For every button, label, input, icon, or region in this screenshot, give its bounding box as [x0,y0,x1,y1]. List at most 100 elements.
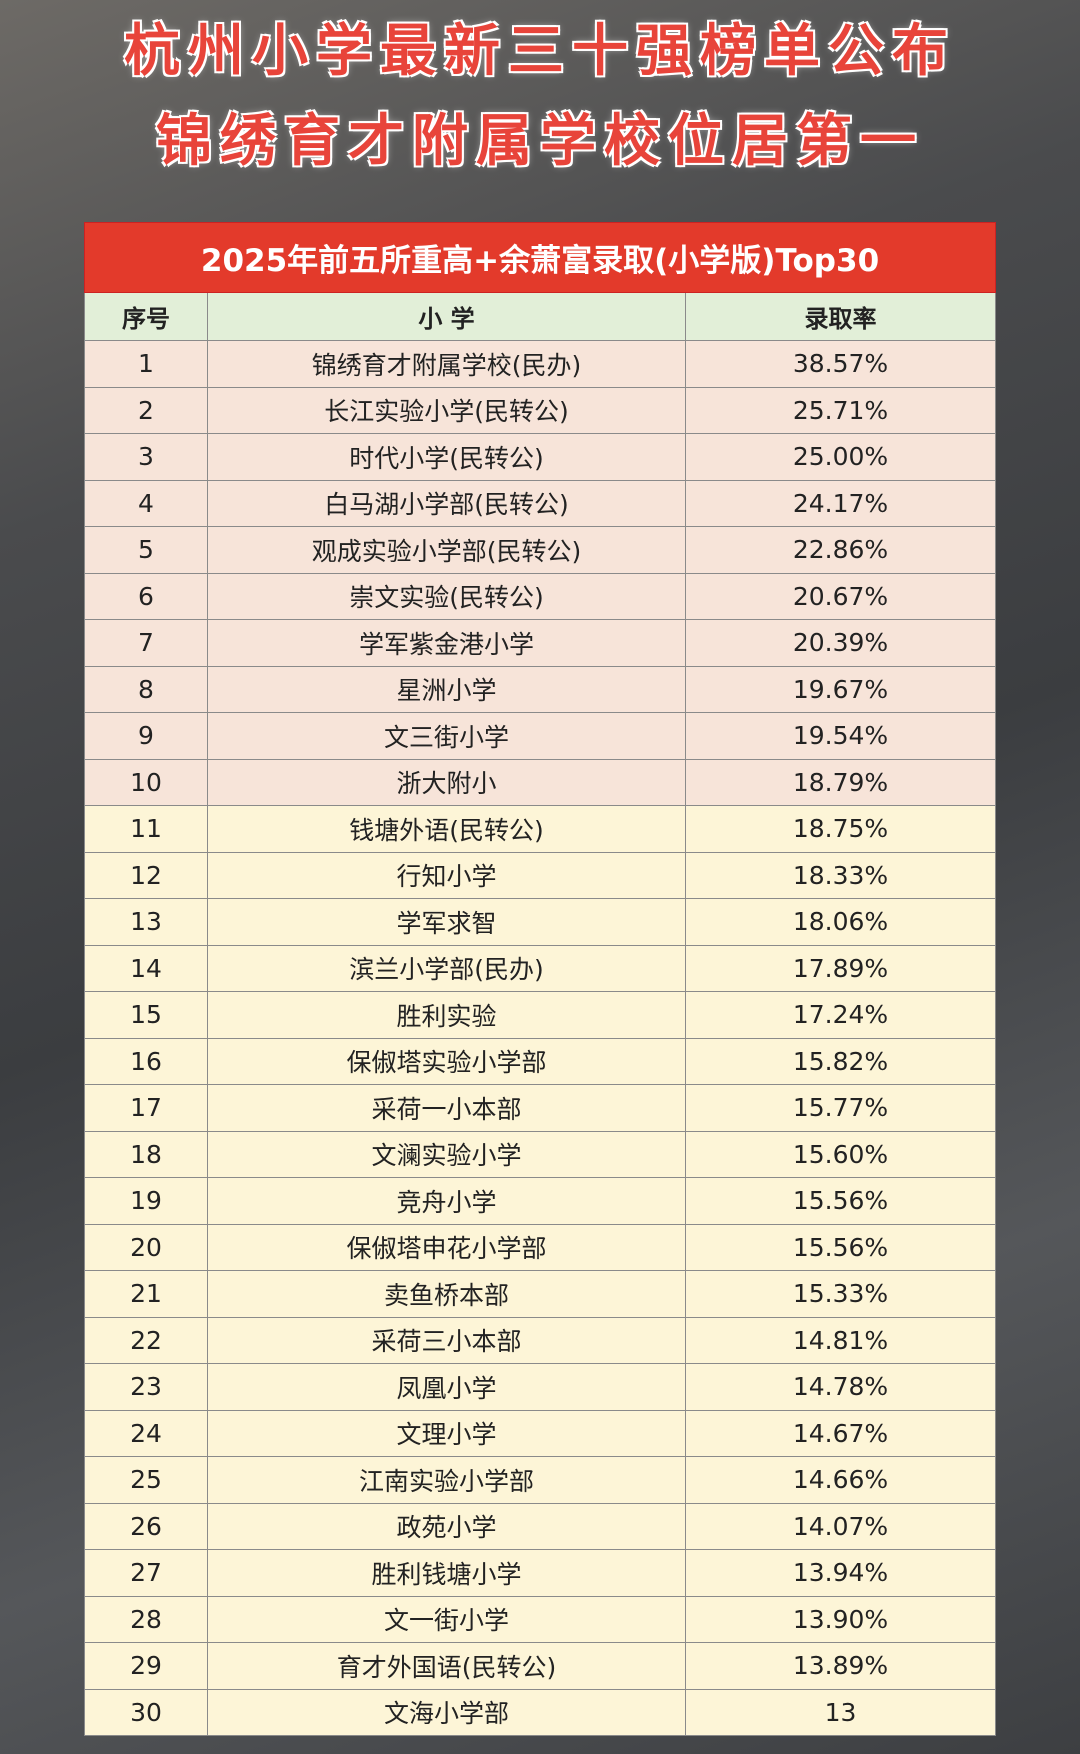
rank-cell: 17 [84,1084,208,1132]
table-row: 23 凤凰小学 14.78% [84,1363,997,1411]
table-row: 30 文海小学部 13 [84,1688,997,1736]
table-caption: 2025年前五所重高+余萧富录取(小学版)Top30 [83,222,997,293]
rate-cell: 15.56% [684,1177,997,1225]
rate-cell: 15.56% [684,1223,997,1271]
school-cell: 卖鱼桥本部 [207,1270,686,1318]
school-cell: 滨兰小学部(民办) [207,944,686,992]
table-row: 1 锦绣育才附属学校(民办) 38.57% [84,340,997,388]
table-row: 28 文一街小学 13.90% [84,1595,997,1643]
school-cell: 凤凰小学 [207,1363,686,1411]
rank-cell: 26 [84,1502,208,1550]
column-header: 录取率 [684,292,997,341]
school-cell: 学军紫金港小学 [207,619,686,667]
table-row: 27 胜利钱塘小学 13.94% [84,1549,997,1597]
school-cell: 竞舟小学 [207,1177,686,1225]
school-cell: 学军求智 [207,898,686,946]
school-cell: 白马湖小学部(民转公) [207,479,686,527]
table-row: 14 滨兰小学部(民办) 17.89% [84,944,997,992]
rank-cell: 13 [84,898,208,946]
subtitle: 锦绣育才附属学校位居第一 [156,109,924,174]
rank-cell: 5 [84,526,208,574]
rate-cell: 13 [684,1688,997,1736]
rate-cell: 14.81% [684,1316,997,1364]
school-cell: 江南实验小学部 [207,1456,686,1504]
school-cell: 文海小学部 [207,1688,686,1736]
school-cell: 文澜实验小学 [207,1130,686,1178]
table-row: 5 观成实验小学部(民转公) 22.86% [84,526,997,574]
table-row: 22 采荷三小本部 14.81% [84,1316,997,1364]
school-cell: 长江实验小学(民转公) [207,386,686,434]
school-cell: 锦绣育才附属学校(民办) [207,340,686,388]
rank-cell: 27 [84,1549,208,1597]
rank-cell: 9 [84,712,208,760]
table-row: 8 星洲小学 19.67% [84,665,997,713]
rate-cell: 18.06% [684,898,997,946]
rank-cell: 28 [84,1595,208,1643]
rank-cell: 19 [84,1177,208,1225]
rank-cell: 3 [84,433,208,481]
rate-cell: 15.60% [684,1130,997,1178]
school-cell: 文三街小学 [207,712,686,760]
school-cell: 保俶塔申花小学部 [207,1223,686,1271]
table-row: 6 崇文实验(民转公) 20.67% [84,572,997,620]
rate-cell: 20.39% [684,619,997,667]
rank-cell: 15 [84,991,208,1039]
table-row: 9 文三街小学 19.54% [84,712,997,760]
rate-cell: 25.71% [684,386,997,434]
table-row: 15 胜利实验 17.24% [84,991,997,1039]
rate-cell: 20.67% [684,572,997,620]
rank-cell: 8 [84,665,208,713]
school-cell: 崇文实验(民转公) [207,572,686,620]
table-row: 24 文理小学 14.67% [84,1409,997,1457]
rank-cell: 22 [84,1316,208,1364]
rate-cell: 17.24% [684,991,997,1039]
rate-cell: 25.00% [684,433,997,481]
rank-cell: 18 [84,1130,208,1178]
rate-cell: 13.90% [684,1595,997,1643]
school-cell: 行知小学 [207,851,686,899]
table-row: 11 钱塘外语(民转公) 18.75% [84,805,997,853]
school-cell: 胜利实验 [207,991,686,1039]
table-row: 17 采荷一小本部 15.77% [84,1084,997,1132]
rank-cell: 1 [84,340,208,388]
title: 杭州小学最新三十强榜单公布 [124,19,956,84]
rank-cell: 16 [84,1037,208,1085]
rate-cell: 15.33% [684,1270,997,1318]
table-row: 21 卖鱼桥本部 15.33% [84,1270,997,1318]
school-cell: 观成实验小学部(民转公) [207,526,686,574]
rank-cell: 20 [84,1223,208,1271]
school-cell: 文理小学 [207,1409,686,1457]
school-cell: 育才外国语(民转公) [207,1642,686,1690]
school-cell: 胜利钱塘小学 [207,1549,686,1597]
table-row: 3 时代小学(民转公) 25.00% [84,433,997,481]
rate-cell: 14.66% [684,1456,997,1504]
table-row: 26 政苑小学 14.07% [84,1502,997,1550]
rate-cell: 19.67% [684,665,997,713]
table-row: 13 学军求智 18.06% [84,898,997,946]
rate-cell: 19.54% [684,712,997,760]
rank-cell: 25 [84,1456,208,1504]
table-row: 19 竞舟小学 15.56% [84,1177,997,1225]
rate-cell: 14.78% [684,1363,997,1411]
rate-cell: 18.33% [684,851,997,899]
rate-cell: 24.17% [684,479,997,527]
school-cell: 钱塘外语(民转公) [207,805,686,853]
column-header: 小 学 [207,292,686,341]
rank-cell: 12 [84,851,208,899]
table-row: 20 保俶塔申花小学部 15.56% [84,1223,997,1271]
rank-cell: 23 [84,1363,208,1411]
table-row: 12 行知小学 18.33% [84,851,997,899]
table-row: 18 文澜实验小学 15.60% [84,1130,997,1178]
rank-cell: 2 [84,386,208,434]
table-row: 16 保俶塔实验小学部 15.82% [84,1037,997,1085]
rank-cell: 6 [84,572,208,620]
school-cell: 浙大附小 [207,758,686,806]
rank-cell: 30 [84,1688,208,1736]
school-cell: 文一街小学 [207,1595,686,1643]
rate-cell: 15.77% [684,1084,997,1132]
caption-row: 2025年前五所重高+余萧富录取(小学版)Top30 [83,222,997,293]
rate-cell: 13.89% [684,1642,997,1690]
table-row: 29 育才外国语(民转公) 13.89% [84,1642,997,1690]
rate-cell: 13.94% [684,1549,997,1597]
